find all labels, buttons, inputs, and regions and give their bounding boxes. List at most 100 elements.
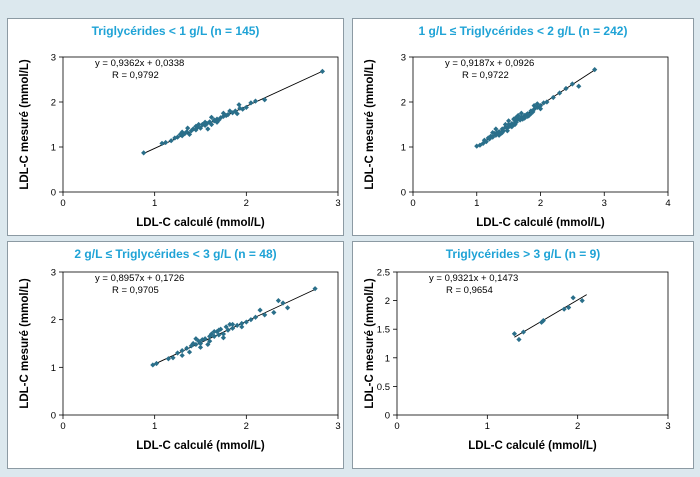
- y-tick-label: 1: [51, 143, 56, 154]
- data-point: [186, 349, 193, 355]
- data-point: [197, 125, 204, 131]
- y-tick-label: 1.5: [377, 325, 390, 336]
- data-point: [229, 321, 236, 328]
- y-tick-label: 1: [401, 143, 406, 154]
- data-point: [184, 345, 190, 351]
- x-axis-label: LDL-C calculé (mmol/L): [468, 440, 597, 452]
- chart-title: Triglycérides > 3 g/L (n = 9): [446, 247, 601, 261]
- data-point: [499, 130, 505, 136]
- data-point: [179, 129, 185, 135]
- data-point: [236, 102, 242, 108]
- x-tick-label: 0: [60, 198, 65, 209]
- correlation-coefficient: R = 0,9722: [462, 70, 509, 81]
- plot-area: [62, 56, 339, 193]
- y-axis-label: LDL-C mesuré (mmol/L): [19, 59, 31, 190]
- data-point: [248, 100, 254, 106]
- chart-panel-tg-under-1: Triglycérides < 1 g/L (n = 145) 0 1 2 3 0 1 2 3 L…: [7, 18, 344, 236]
- data-point: [174, 350, 181, 356]
- data-point: [490, 130, 496, 136]
- x-tick-label: 3: [335, 198, 340, 209]
- data-point: [197, 340, 204, 347]
- data-point: [262, 97, 268, 103]
- y-tick-label: 0.5: [377, 382, 390, 393]
- data-point: [511, 331, 518, 337]
- data-point: [159, 140, 165, 146]
- regression-equation: y = 0,9187x + 0,0926: [445, 58, 534, 69]
- data-point: [521, 115, 528, 121]
- chart-panel-tg-1-to-2: 1 g/L ≤ Triglycérides < 2 g/L (n = 242) 0…: [352, 18, 694, 236]
- x-axis-label: LDL-C calculé (mmol/L): [136, 217, 265, 229]
- x-tick-label: 2: [538, 198, 543, 209]
- data-point: [262, 312, 268, 318]
- regression-equation: y = 0,9362x + 0,0338: [95, 58, 184, 69]
- y-tick-label: 0: [51, 188, 56, 199]
- chart-panel-tg-2-to-3: 2 g/L ≤ Triglycérides < 3 g/L (n = 48) 0 1…: [7, 241, 344, 469]
- data-point: [576, 83, 582, 89]
- x-tick-label: 3: [665, 421, 670, 432]
- data-point: [208, 114, 215, 120]
- data-point: [483, 139, 489, 145]
- data-point: [280, 300, 286, 306]
- x-tick-label: 2: [575, 421, 580, 432]
- correlation-coefficient: R = 0,9705: [112, 285, 159, 296]
- chart-svg: Triglycérides > 3 g/L (n = 9) 0 1 2 3 0 0.5 1 1.…: [364, 247, 671, 452]
- data-point: [513, 119, 519, 125]
- data-point: [537, 106, 544, 112]
- data-point: [257, 307, 263, 313]
- data-point: [534, 101, 540, 107]
- y-tick-label: 0: [51, 411, 56, 422]
- data-point: [496, 132, 502, 138]
- data-point: [240, 106, 246, 112]
- data-point: [319, 68, 326, 74]
- y-tick-label: 2: [51, 315, 56, 326]
- x-tick-label: 1: [152, 198, 157, 209]
- x-tick-label: 1: [485, 421, 490, 432]
- chart-panel-tg-over-3: Triglycérides > 3 g/L (n = 9) 0 1 2 3 0 0.5 1 1.…: [352, 241, 694, 469]
- data-point: [208, 121, 215, 128]
- plot-area: [412, 56, 669, 193]
- data-point: [506, 118, 512, 124]
- y-tick-label: 0: [385, 411, 390, 422]
- data-point: [252, 98, 259, 104]
- y-axis-label: LDL-C mesuré (mmol/L): [364, 59, 376, 190]
- data-point: [227, 108, 233, 114]
- data-point: [214, 119, 220, 125]
- y-tick-label: 2: [401, 98, 406, 109]
- data-point: [234, 322, 240, 328]
- data-point: [284, 305, 291, 311]
- data-point: [569, 81, 575, 87]
- data-point: [528, 111, 534, 117]
- data-point: [544, 99, 550, 105]
- y-tick-label: 2: [51, 98, 56, 109]
- data-point: [184, 129, 190, 135]
- data-point: [520, 329, 527, 335]
- data-point: [211, 117, 217, 123]
- data-point: [570, 295, 576, 301]
- data-point: [202, 336, 208, 342]
- plot-area: [396, 271, 669, 416]
- data-point: [243, 104, 249, 110]
- x-tick-label: 2: [244, 198, 249, 209]
- data-point: [174, 134, 181, 140]
- x-tick-label: 1: [474, 198, 479, 209]
- data-point: [168, 138, 174, 144]
- chart-title: 2 g/L ≤ Triglycérides < 3 g/L (n = 48): [74, 247, 276, 261]
- data-point: [141, 150, 147, 156]
- data-point: [199, 121, 205, 128]
- x-tick-label: 3: [602, 198, 607, 209]
- data-point: [186, 131, 193, 137]
- data-point: [517, 117, 523, 123]
- y-tick-label: 2.5: [377, 268, 390, 279]
- data-point: [234, 111, 240, 117]
- data-point: [172, 135, 178, 141]
- y-tick-label: 0: [401, 188, 406, 199]
- regression-equation: y = 0,8957x + 0,1726: [95, 273, 184, 284]
- data-point: [506, 121, 512, 128]
- data-point: [275, 298, 282, 304]
- data-point: [516, 336, 522, 343]
- data-point: [550, 94, 556, 101]
- data-point: [220, 335, 227, 341]
- data-point: [509, 124, 515, 130]
- y-tick-label: 3: [401, 53, 406, 64]
